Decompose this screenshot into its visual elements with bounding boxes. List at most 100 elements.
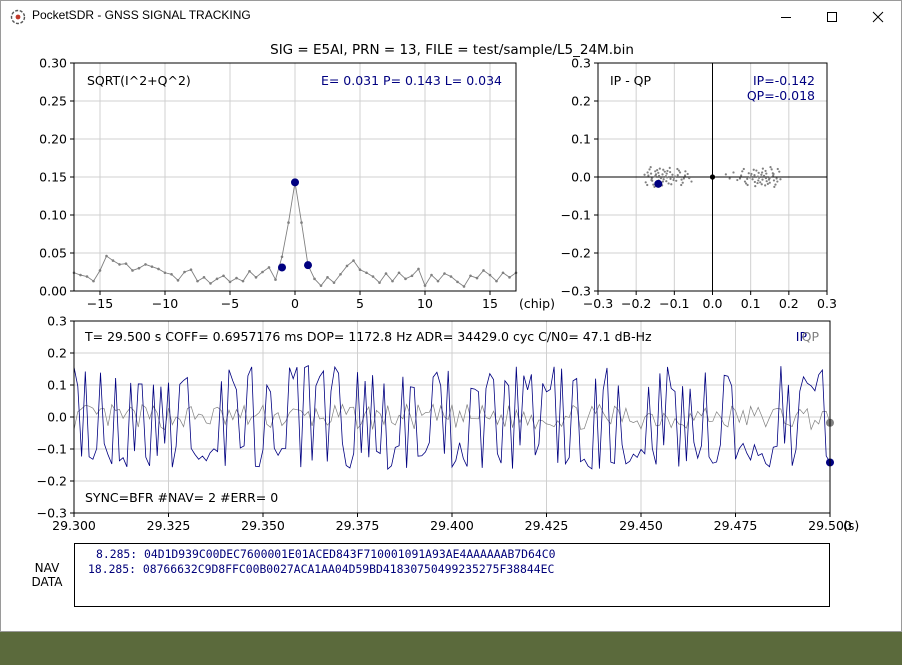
scatter-point [774, 183, 777, 186]
data-point [222, 274, 225, 278]
scatter-point [678, 171, 682, 174]
marker-e [278, 263, 286, 272]
x-tick-label: 0.2 [779, 296, 799, 311]
scatter-point [764, 177, 768, 180]
data-point [92, 279, 95, 283]
current-point [654, 179, 663, 188]
x-tick-label: −15 [87, 296, 113, 311]
scatter-point [770, 168, 773, 171]
scatter-point [761, 167, 764, 170]
scatter-point [772, 179, 776, 182]
scatter-point [756, 181, 759, 185]
scatter-point [661, 180, 664, 183]
plot-frame [73, 62, 517, 292]
y-tick-label: 0.3 [571, 56, 591, 71]
x-tick-label: 29.325 [147, 518, 191, 533]
data-point [501, 271, 505, 275]
scatter-point [768, 177, 771, 180]
scatter-point [778, 170, 781, 173]
data-point [404, 277, 407, 281]
minimize-button[interactable] [763, 1, 809, 32]
scatter-point [772, 174, 775, 177]
plot-frame [597, 62, 828, 292]
x-tick-label: −0.2 [621, 296, 651, 311]
scatter-point [765, 180, 768, 183]
scatter-point [646, 183, 649, 187]
data-point [189, 268, 193, 272]
nav-data-line: 18.285: 08766632C9D8FFC00B0027ACA1AA04D5… [88, 562, 555, 576]
data-point [423, 284, 427, 287]
chart-title: SQRT(I^2+Q^2) [87, 73, 191, 88]
scatter-point [764, 169, 767, 173]
scatter-point [757, 171, 760, 174]
scatter-point [665, 172, 668, 175]
data-point [287, 221, 290, 224]
data-point [228, 280, 232, 284]
y-tick-label: 0.05 [39, 246, 67, 261]
iq-scatter-plot: −0.3 −0.2 −0.1 0.0 0.1 0.2 0.3 −0.3 −0.2 −0.1 0.0 0… [561, 56, 837, 312]
y-tick-label: 0.10 [39, 208, 67, 223]
data-point [345, 264, 349, 268]
title-bar[interactable]: PocketSDR - GNSS SIGNAL TRACKING [1, 1, 901, 32]
scatter-point [676, 174, 679, 177]
scatter-point [672, 178, 675, 182]
data-point [163, 271, 167, 275]
scatter-point [728, 177, 731, 180]
ip-value: IP=-0.142 [753, 73, 815, 88]
x-tick-label: 10 [417, 296, 433, 311]
scatter-point [688, 177, 691, 180]
data-point [495, 279, 498, 283]
scatter-point [775, 177, 778, 180]
data-point [378, 281, 381, 284]
data-point [365, 271, 368, 275]
plots-canvas: SIG = E5AI, PRN = 13, FILE = test/sample… [37, 42, 860, 533]
y-tick-label: 0.3 [47, 314, 67, 329]
x-tick-label: 29.475 [714, 518, 758, 533]
scatter-point [724, 173, 727, 176]
data-point [176, 279, 180, 282]
data-point [111, 259, 115, 262]
x-tick-label: 29.425 [525, 518, 569, 533]
scatter-point [659, 177, 663, 180]
nav-data-line: 8.285: 04D1D939C00DEC7600001E01ACED843F7… [96, 547, 556, 561]
scatter-point [761, 178, 764, 181]
scatter-point [690, 180, 693, 183]
x-tick-label: −0.1 [659, 296, 689, 311]
y-tick-label: −0.3 [561, 284, 591, 299]
close-button[interactable] [855, 1, 901, 32]
scatter-point [669, 177, 672, 180]
scatter-point [651, 179, 654, 182]
chart-title: IP - QP [610, 73, 652, 88]
data-point [98, 269, 102, 272]
legend-qp: QP [802, 329, 820, 344]
scatter-point [754, 185, 757, 188]
scatter-point [760, 173, 763, 176]
y-tick-label: 0.25 [39, 94, 67, 109]
scatter-point [671, 173, 674, 176]
scatter-point [746, 177, 749, 180]
data-point [157, 267, 160, 271]
data-point [280, 255, 284, 259]
scatter-point [756, 175, 760, 178]
scatter-point [644, 181, 647, 184]
data-point [261, 270, 264, 274]
scatter-point [746, 183, 749, 187]
scatter-point [648, 168, 651, 171]
scatter-point [663, 170, 666, 173]
scatter-point [652, 183, 655, 186]
scatter-point [776, 180, 779, 183]
y-tick-label: 0.1 [571, 132, 591, 147]
maximize-button[interactable] [809, 1, 855, 32]
x-tick-label: 29.350 [241, 518, 285, 533]
data-point [508, 276, 511, 279]
window-title: PocketSDR - GNSS SIGNAL TRACKING [32, 8, 251, 22]
data-point [124, 262, 128, 265]
scatter-point [684, 170, 687, 173]
scatter-point [682, 177, 685, 180]
data-point [202, 276, 206, 279]
scatter-point [766, 182, 769, 185]
scatter-point [764, 184, 767, 187]
x-tick-label: −0.3 [583, 296, 613, 311]
scatter-point [647, 174, 650, 177]
data-point [488, 273, 492, 277]
